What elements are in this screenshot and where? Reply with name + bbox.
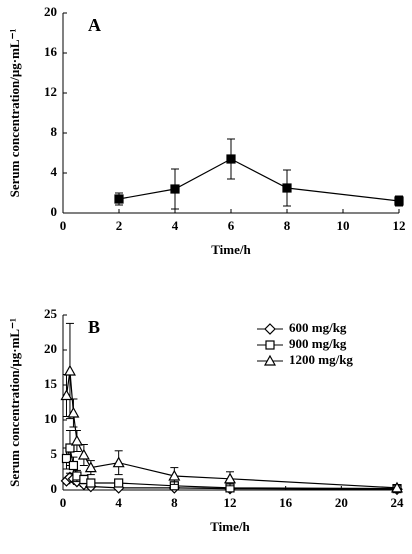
marker: [390, 481, 404, 493]
y-axis-label: Serum concentration/μg·mL⁻¹: [7, 318, 22, 487]
y-tick-label: 20: [44, 341, 57, 356]
x-tick-label: 6: [228, 218, 235, 233]
marker: [112, 456, 125, 468]
marker: [226, 154, 236, 164]
marker: [65, 443, 75, 453]
x-tick-label: 10: [337, 218, 350, 233]
panel-label: B: [88, 317, 100, 337]
marker: [114, 194, 124, 204]
marker: [63, 364, 76, 376]
marker: [114, 478, 124, 488]
marker: [168, 469, 181, 481]
marker: [282, 183, 292, 193]
x-tick-label: 24: [391, 495, 405, 510]
x-tick-label: 0: [60, 495, 67, 510]
x-tick-label: 12: [393, 218, 406, 233]
y-axis-label: Serum concentration/μg·mL⁻¹: [7, 29, 22, 198]
y-tick-label: 12: [44, 84, 57, 99]
marker: [264, 323, 276, 335]
legend-label: 900 mg/kg: [289, 336, 347, 351]
x-tick-label: 16: [279, 495, 293, 510]
y-tick-label: 10: [44, 411, 57, 426]
marker: [84, 461, 97, 473]
marker: [86, 478, 96, 488]
y-tick-label: 0: [51, 204, 58, 219]
marker: [61, 453, 72, 464]
x-tick-label: 8: [284, 218, 291, 233]
marker: [60, 389, 73, 401]
y-tick-label: 4: [51, 164, 58, 179]
marker: [70, 434, 83, 446]
marker: [223, 472, 237, 484]
series-line: [118, 158, 400, 202]
x-axis-label: Time/h: [210, 519, 250, 534]
x-tick-label: 8: [171, 495, 178, 510]
y-tick-label: 25: [44, 306, 58, 321]
legend-label: 600 mg/kg: [289, 320, 347, 335]
marker: [394, 196, 404, 206]
y-tick-label: 5: [51, 446, 58, 461]
x-tick-label: 4: [172, 218, 179, 233]
y-tick-label: 8: [51, 124, 58, 139]
y-tick-label: 20: [44, 4, 57, 19]
marker: [67, 406, 80, 418]
series-line: [65, 370, 398, 489]
legend-label: 1200 mg/kg: [289, 352, 353, 367]
x-tick-label: 12: [224, 495, 237, 510]
x-tick-label: 4: [115, 495, 122, 510]
y-tick-label: 0: [51, 481, 58, 496]
marker: [170, 184, 180, 194]
marker: [263, 354, 277, 366]
x-tick-label: 0: [60, 218, 67, 233]
marker: [265, 340, 275, 350]
x-tick-label: 2: [116, 218, 123, 233]
panel-label: A: [88, 15, 101, 35]
y-tick-label: 16: [44, 44, 58, 59]
x-tick-label: 20: [335, 495, 348, 510]
x-axis-label: Time/h: [211, 242, 251, 257]
marker: [68, 460, 79, 471]
y-tick-label: 15: [44, 376, 58, 391]
marker: [77, 448, 90, 460]
